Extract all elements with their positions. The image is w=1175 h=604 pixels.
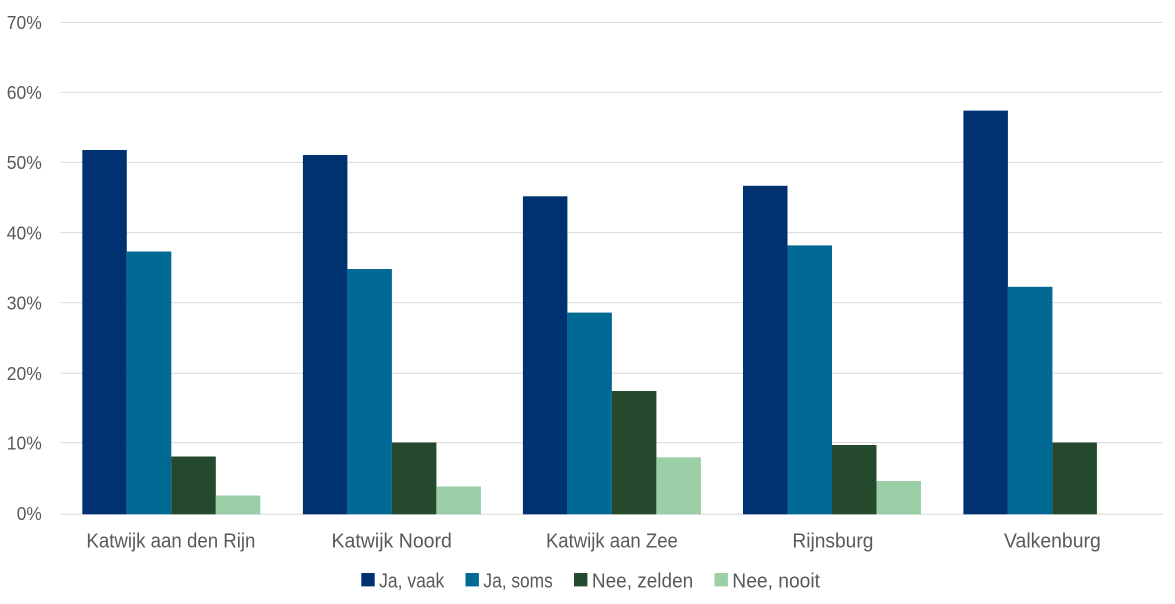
svg-text:20%: 20% [7, 363, 42, 384]
svg-text:Valkenburg: Valkenburg [1004, 531, 1101, 553]
svg-text:0%: 0% [17, 503, 42, 524]
svg-text:40%: 40% [7, 222, 42, 243]
svg-text:Katwijk aan Zee: Katwijk aan Zee [546, 531, 678, 553]
svg-text:Rijnsburg: Rijnsburg [792, 531, 873, 553]
svg-text:Ja, vaak: Ja, vaak [379, 570, 445, 592]
svg-text:Nee, zelden: Nee, zelden [592, 570, 693, 592]
svg-text:Nee, nooit: Nee, nooit [732, 570, 820, 592]
svg-text:10%: 10% [7, 432, 42, 453]
svg-text:70%: 70% [7, 12, 42, 33]
svg-text:50%: 50% [7, 152, 42, 173]
svg-text:30%: 30% [7, 292, 42, 313]
svg-text:Ja, soms: Ja, soms [483, 570, 552, 592]
svg-text:Katwijk aan den Rijn: Katwijk aan den Rijn [86, 531, 255, 553]
svg-text:Katwijk Noord: Katwijk Noord [332, 531, 452, 553]
svg-text:60%: 60% [7, 82, 42, 103]
